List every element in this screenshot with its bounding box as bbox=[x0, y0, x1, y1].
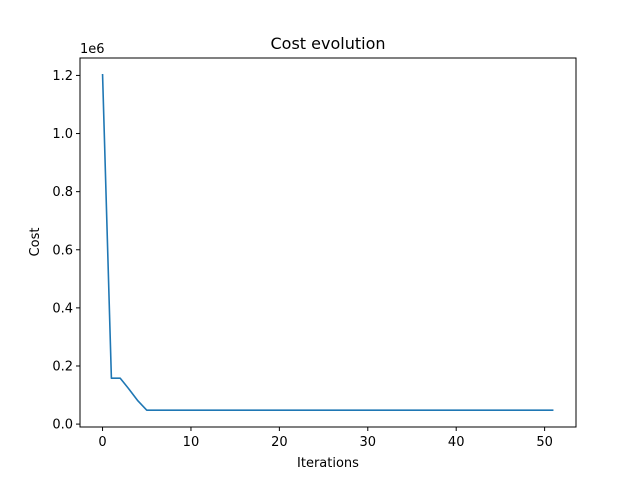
y-tick-label: 0.6 bbox=[52, 243, 73, 258]
y-tick-label: 0.8 bbox=[52, 185, 73, 200]
axes-frame bbox=[79, 57, 577, 428]
x-tick-label: 10 bbox=[183, 435, 200, 450]
y-tick-label: 0.2 bbox=[52, 359, 73, 374]
x-tick-label: 30 bbox=[360, 435, 377, 450]
y-tick-label: 0.4 bbox=[52, 301, 73, 316]
x-tick-label: 50 bbox=[536, 435, 553, 450]
y-axis-label: Cost bbox=[28, 228, 43, 257]
chart-title: Cost evolution bbox=[271, 34, 386, 53]
y-offset-label: 1e6 bbox=[80, 42, 105, 57]
x-tick-label: 40 bbox=[448, 435, 465, 450]
x-tick-label: 20 bbox=[271, 435, 288, 450]
y-tick-label: 0.0 bbox=[52, 418, 73, 433]
x-axis-label: Iterations bbox=[297, 456, 359, 471]
x-tick-label: 0 bbox=[98, 435, 106, 450]
y-tick-label: 1.2 bbox=[52, 69, 73, 84]
y-tick-label: 1.0 bbox=[52, 127, 73, 142]
plot-area: 0 10 20 30 40 50 0.0 0.2 0.4 0.6 0.8 1.0 1.2 bbox=[52, 69, 554, 450]
series-line-0 bbox=[101, 73, 554, 411]
